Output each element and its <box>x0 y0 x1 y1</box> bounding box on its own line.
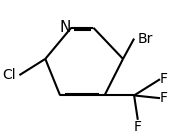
Text: Cl: Cl <box>2 68 16 82</box>
Text: F: F <box>134 120 142 134</box>
Text: N: N <box>60 20 71 35</box>
Text: Br: Br <box>138 32 153 46</box>
Text: F: F <box>160 72 168 86</box>
Text: F: F <box>160 91 168 105</box>
